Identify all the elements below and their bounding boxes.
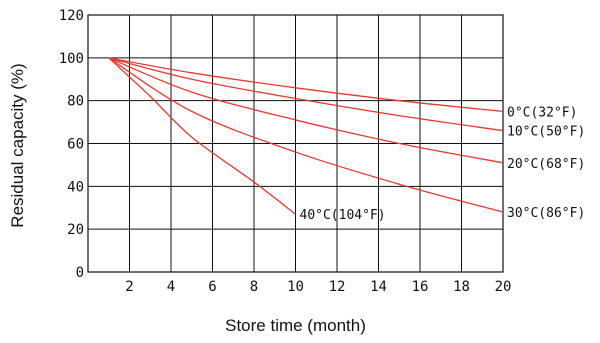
series-label: 30°C(86°F) [507,206,585,221]
series-line [108,57,504,164]
x-tick-label: 6 [208,279,216,295]
y-axis-title: Residual capacity (%) [8,63,27,227]
y-tick-label: 40 [67,179,84,195]
series-label: 10°C(50°F) [507,125,585,140]
x-axis-title: Store time (month) [225,316,366,335]
x-tick-label: 10 [287,279,304,295]
series-line [108,57,296,215]
y-tick-label: 80 [67,94,84,110]
x-tick-label: 4 [167,279,175,295]
series-label: 0°C(32°F) [507,105,577,120]
x-tick-label: 8 [250,279,258,295]
y-tick-label: 0 [76,265,84,281]
series-label: 20°C(68°F) [507,157,585,172]
series-line [108,57,504,132]
y-tick-label: 20 [67,222,84,238]
grid [87,14,504,273]
series-label: 40°C(104°F) [300,208,386,223]
y-tick-label: 60 [67,137,84,153]
series-line [108,57,504,113]
y-tick-label: 100 [59,51,84,67]
series-lines [108,57,504,215]
x-tick-label: 16 [412,279,429,295]
x-tick-label: 20 [495,279,512,295]
x-tick-label: 14 [370,279,387,295]
x-tick-label: 2 [125,279,133,295]
x-tick-label: 18 [453,279,470,295]
y-tick-label: 120 [59,8,84,24]
x-tick-label: 12 [329,279,346,295]
series-line [108,57,504,213]
series-labels: 0°C(32°F) 10°C(50°F) 20°C(68°F) 30°C(86°F) 4… [300,105,586,223]
tick-labels: 2 4 6 8 10 12 14 16 18 20 0 20 40 60 80 100 120 [59,8,512,295]
